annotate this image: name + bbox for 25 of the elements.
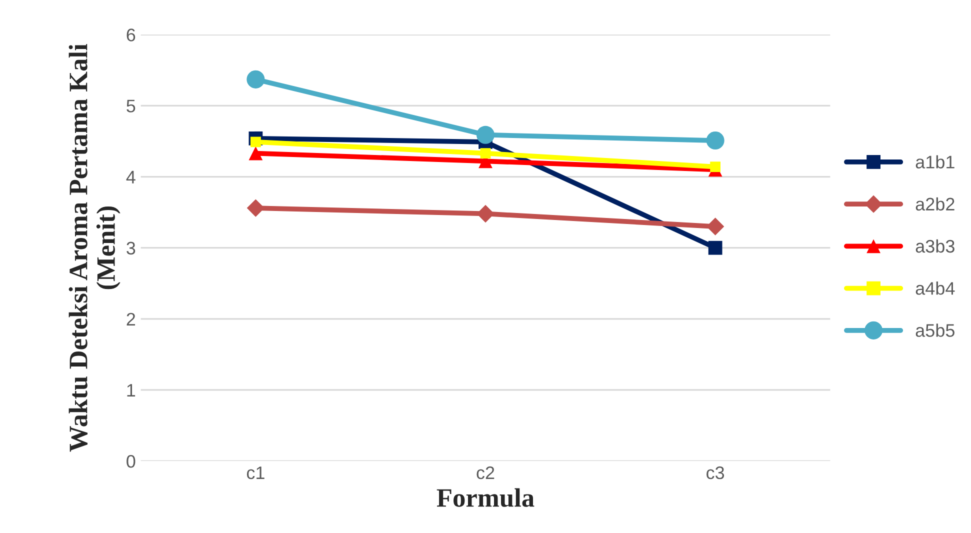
- y-tick-label: 4: [126, 170, 136, 184]
- point: [708, 240, 722, 255]
- y-tick-label: 6: [126, 28, 136, 42]
- y-tick-label: 1: [127, 384, 136, 397]
- y-tick-label: 3: [126, 242, 136, 255]
- legend-label: a3b3: [916, 239, 954, 253]
- point: [710, 162, 721, 172]
- y-tick-label: 2: [126, 312, 136, 326]
- point: [706, 132, 724, 150]
- y-tick-label: 0: [126, 454, 136, 468]
- point: [248, 146, 263, 160]
- point: [476, 126, 495, 144]
- point: [480, 148, 491, 159]
- legend-label: a2b2: [916, 197, 954, 211]
- legend-label: a1b1: [916, 155, 954, 168]
- legend-label: a5b5: [916, 324, 954, 337]
- x-tick-label: c2: [476, 466, 494, 480]
- legend-label: a4b4: [916, 282, 955, 295]
- x-tick-label: c3: [706, 466, 724, 480]
- point: [476, 204, 494, 223]
- y-axis-title: Waktu Deteksi Aroma Pertama Kali (Menit): [68, 44, 120, 452]
- x-axis-title: Formula: [436, 488, 534, 507]
- point: [246, 70, 265, 88]
- x-tick-label: c1: [246, 466, 264, 480]
- y-tick-label: 5: [126, 100, 136, 112]
